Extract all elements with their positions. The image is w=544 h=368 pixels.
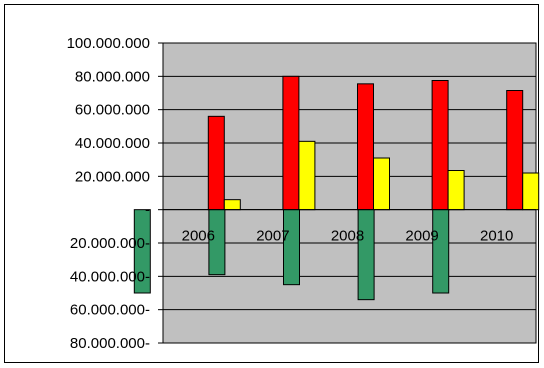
bar-red-2010 xyxy=(506,90,524,211)
chart-frame: 100.000.000 80.000.000 60.000.000 40.000.00… xyxy=(4,4,540,363)
bar-red-2007 xyxy=(282,75,300,211)
y-tick-label: 20.000.000 xyxy=(75,168,150,185)
x-tick-labels: 2006 2007 2008 2009 2010 xyxy=(182,228,514,245)
bar-yellow-2008 xyxy=(373,157,390,211)
bar-green-2008 xyxy=(283,209,300,286)
x-tick-label: 2006 xyxy=(182,228,215,245)
plot-area xyxy=(162,42,537,344)
bars xyxy=(133,75,540,301)
bar-red-2006 xyxy=(207,115,225,211)
y-tick-label: 40.000.000- xyxy=(70,268,150,285)
bar-red-2008 xyxy=(357,83,374,211)
y-tick-label: 60.000.000 xyxy=(75,102,150,119)
y-tick-label: 80.000.000- xyxy=(70,335,150,352)
bar-green-2006 xyxy=(133,209,151,294)
bar-red-2009 xyxy=(431,80,449,211)
x-tick-label: 2009 xyxy=(405,228,438,245)
bar-yellow-2010 xyxy=(522,172,540,211)
y-tick-labels: 100.000.000 80.000.000 60.000.000 40.000.00… xyxy=(67,35,150,352)
bar-chart: 100.000.000 80.000.000 60.000.000 40.000.00… xyxy=(67,35,540,352)
bar-green-2010 xyxy=(432,209,450,294)
bar-yellow-2007 xyxy=(298,140,316,211)
x-tick-label: 2010 xyxy=(480,228,513,245)
bar-green-2009 xyxy=(357,209,375,301)
y-tick-label: 100.000.000 xyxy=(67,35,150,52)
y-tick-label: 20.000.000- xyxy=(70,235,150,252)
bar-yellow-2006 xyxy=(223,199,241,211)
y-tick-label: 40.000.000 xyxy=(75,135,150,152)
y-tick-label: - xyxy=(145,202,150,219)
bar-yellow-2009 xyxy=(447,170,465,211)
y-tick-label: 60.000.000- xyxy=(70,302,150,319)
x-tick-label: 2007 xyxy=(256,228,289,245)
y-tick-label: 80.000.000 xyxy=(75,68,150,85)
x-tick-label: 2008 xyxy=(331,228,364,245)
